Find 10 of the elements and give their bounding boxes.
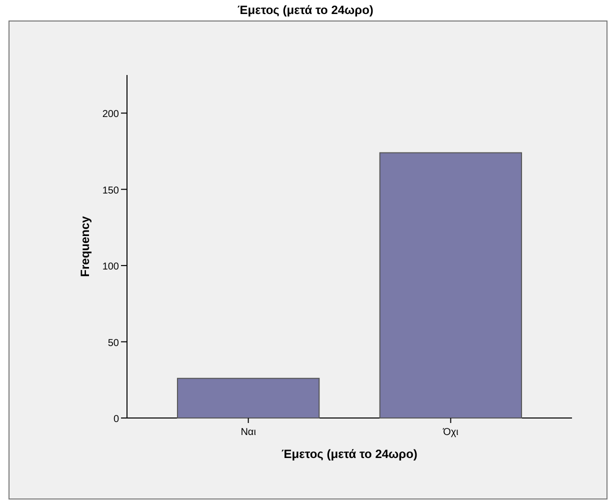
chart-title: Έμετος (μετά το 24ωρο) [238,3,374,17]
y-tick-label: 150 [102,185,120,196]
y-tick-label: 100 [102,262,120,273]
x-tick-label: Όχι [442,427,458,438]
y-axis-title: Frequency [78,216,92,277]
y-tick-label: 0 [113,414,120,425]
x-tick-label: Ναι [240,427,256,438]
y-tick-label: 200 [102,109,120,120]
y-tick-label: 50 [108,338,120,349]
x-axis-title: Έμετος (μετά το 24ωρο) [282,447,418,461]
